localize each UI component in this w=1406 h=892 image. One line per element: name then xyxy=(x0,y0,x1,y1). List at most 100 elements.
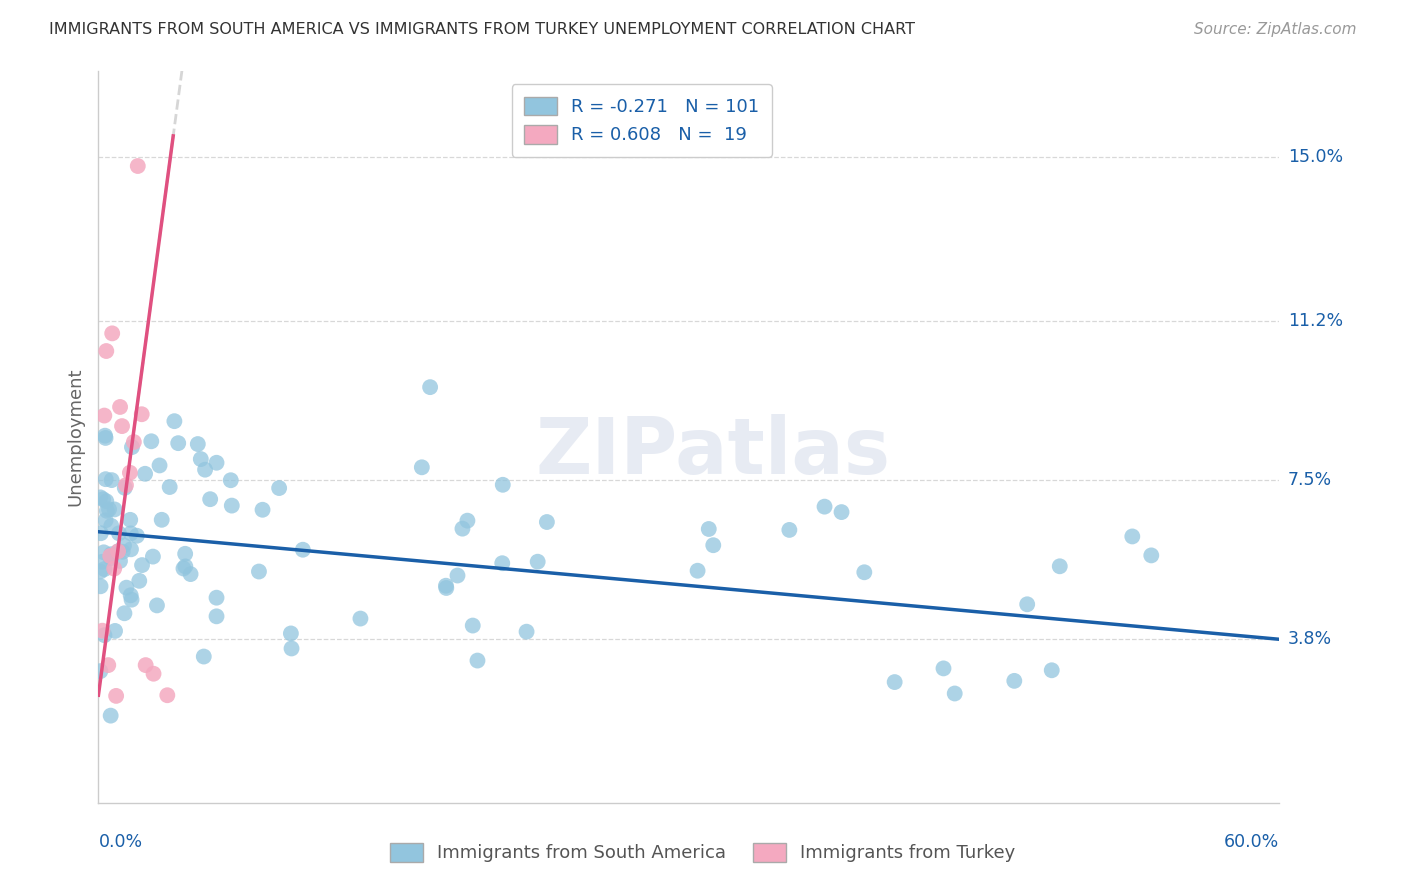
Point xyxy=(187,437,209,451)
Point xyxy=(163,414,186,428)
Point xyxy=(205,456,228,470)
Point xyxy=(467,654,489,668)
Point xyxy=(167,436,190,450)
Point xyxy=(112,539,135,553)
Point xyxy=(252,502,274,516)
Point xyxy=(411,460,433,475)
Point xyxy=(536,515,558,529)
Point xyxy=(94,472,117,486)
Point xyxy=(91,492,114,507)
Point xyxy=(105,689,128,703)
Point xyxy=(461,618,484,632)
Point xyxy=(89,491,111,505)
Point xyxy=(120,526,142,541)
Y-axis label: Unemployment: Unemployment xyxy=(66,368,84,507)
Point xyxy=(434,581,457,595)
Point xyxy=(98,549,121,563)
Point xyxy=(93,409,115,423)
Point xyxy=(349,611,371,625)
Point xyxy=(103,502,125,516)
Point xyxy=(156,688,179,702)
Point xyxy=(1017,597,1039,611)
Point xyxy=(94,431,117,445)
Point xyxy=(446,568,468,582)
Point xyxy=(526,555,548,569)
Point xyxy=(103,561,125,575)
Point xyxy=(778,523,800,537)
Point xyxy=(142,549,165,564)
Text: ZIPatlas: ZIPatlas xyxy=(536,414,890,490)
Point xyxy=(172,561,194,575)
Point xyxy=(114,481,136,495)
Point xyxy=(831,505,853,519)
Point xyxy=(148,458,170,473)
Point xyxy=(100,708,122,723)
Point xyxy=(174,547,197,561)
Point xyxy=(100,473,122,487)
Point xyxy=(91,624,114,638)
Point xyxy=(142,666,165,681)
Point xyxy=(93,628,115,642)
Point xyxy=(516,624,538,639)
Point xyxy=(280,626,302,640)
Point xyxy=(96,504,118,518)
Point xyxy=(141,434,163,449)
Point xyxy=(1121,529,1143,543)
Text: 0.0%: 0.0% xyxy=(98,833,142,851)
Point xyxy=(219,473,242,487)
Point xyxy=(111,419,134,434)
Point xyxy=(122,435,145,450)
Point xyxy=(419,380,441,394)
Point xyxy=(150,513,173,527)
Point xyxy=(269,481,291,495)
Point xyxy=(107,544,129,558)
Point xyxy=(97,658,120,673)
Point xyxy=(121,440,143,454)
Point xyxy=(883,675,905,690)
Point xyxy=(205,609,228,624)
Point xyxy=(107,544,129,558)
Point xyxy=(190,452,212,467)
Point xyxy=(1049,559,1071,574)
Point xyxy=(93,545,115,559)
Point xyxy=(135,658,157,673)
Point xyxy=(118,466,141,480)
Point xyxy=(159,480,181,494)
Point xyxy=(98,502,121,516)
Point xyxy=(686,564,709,578)
Point xyxy=(89,565,111,579)
Point xyxy=(853,566,876,580)
Text: 7.5%: 7.5% xyxy=(1288,471,1331,489)
Point xyxy=(94,428,117,442)
Point xyxy=(100,547,122,561)
Point xyxy=(128,574,150,588)
Point xyxy=(108,526,131,541)
Point xyxy=(94,513,117,527)
Point xyxy=(120,513,142,527)
Point xyxy=(90,526,112,541)
Point xyxy=(100,551,122,566)
Point xyxy=(93,562,115,576)
Point xyxy=(492,477,515,491)
Point xyxy=(108,554,131,568)
Point xyxy=(115,478,138,492)
Point xyxy=(280,641,302,656)
Point xyxy=(180,567,202,582)
Point xyxy=(146,599,169,613)
Point xyxy=(121,592,143,607)
Point xyxy=(127,159,149,173)
Point xyxy=(198,492,221,507)
Point xyxy=(205,591,228,605)
Point xyxy=(96,494,118,508)
Point xyxy=(194,463,217,477)
Point xyxy=(101,326,124,341)
Point xyxy=(125,529,148,543)
Point xyxy=(131,407,153,421)
Text: 11.2%: 11.2% xyxy=(1288,312,1343,330)
Text: 3.8%: 3.8% xyxy=(1288,631,1331,648)
Point xyxy=(291,542,314,557)
Point xyxy=(120,542,142,557)
Point xyxy=(932,661,955,675)
Point xyxy=(702,538,724,552)
Text: IMMIGRANTS FROM SOUTH AMERICA VS IMMIGRANTS FROM TURKEY UNEMPLOYMENT CORRELATION: IMMIGRANTS FROM SOUTH AMERICA VS IMMIGRA… xyxy=(49,22,915,37)
